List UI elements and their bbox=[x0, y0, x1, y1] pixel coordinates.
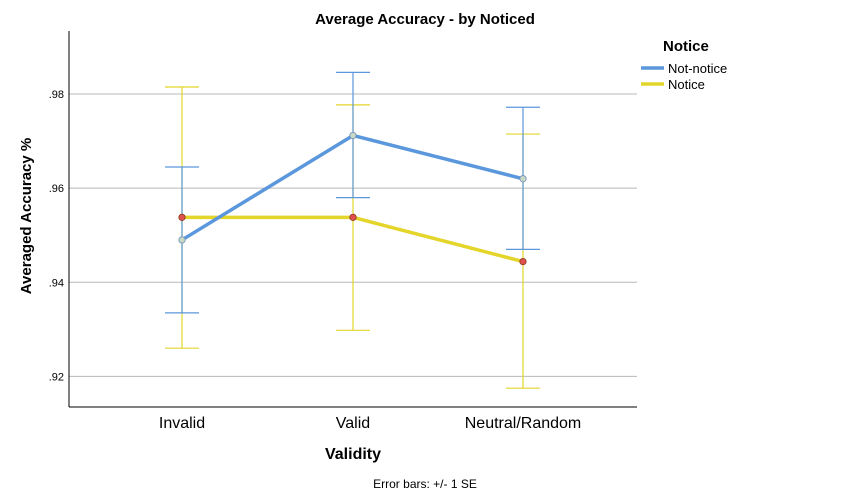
legend-label: Notice bbox=[668, 77, 705, 92]
x-tick-label: Neutral/Random bbox=[465, 415, 582, 432]
data-point bbox=[349, 131, 357, 140]
footnote: Error bars: +/- 1 SE bbox=[373, 477, 477, 491]
x-axis-label: Validity bbox=[325, 446, 381, 463]
data-point bbox=[178, 236, 186, 244]
data-point bbox=[349, 213, 357, 221]
y-tick-label: .94 bbox=[49, 277, 64, 289]
legend-label: Not-notice bbox=[668, 61, 727, 76]
y-tick-labels: .92 .94 .96 .98 bbox=[49, 89, 64, 383]
x-tick-labels: Invalid Valid Neutral/Random bbox=[159, 415, 581, 432]
data-point bbox=[178, 213, 186, 221]
x-tick-label: Valid bbox=[336, 415, 370, 432]
plot-area: .92 .94 .96 .98 Invalid Valid Neutral/Random bbox=[49, 31, 637, 432]
series-markers bbox=[178, 131, 527, 266]
y-tick-label: .96 bbox=[49, 183, 64, 195]
y-tick-label: .98 bbox=[49, 89, 64, 101]
x-tick-label: Invalid bbox=[159, 415, 205, 432]
legend-title: Notice bbox=[663, 38, 709, 55]
data-point bbox=[519, 175, 527, 183]
y-axis-label: Averaged Accuracy % bbox=[18, 138, 35, 294]
error-bars bbox=[165, 71, 540, 389]
chart-title: Average Accuracy - by Noticed bbox=[315, 11, 535, 28]
data-point bbox=[519, 257, 527, 266]
y-tick-label: .92 bbox=[49, 371, 64, 383]
